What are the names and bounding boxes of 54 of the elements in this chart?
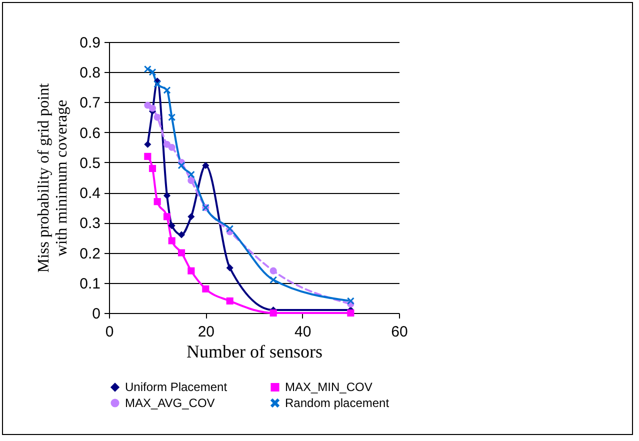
- y-tick-label: 0.5: [80, 154, 100, 172]
- y-tick-label: 0.4: [80, 185, 100, 202]
- point: [148, 164, 156, 172]
- y-tick-label: 0.6: [80, 124, 100, 142]
- y-tick-label: 0.7: [80, 94, 100, 112]
- point: [168, 237, 176, 244]
- point: [148, 68, 156, 76]
- point: [188, 267, 195, 274]
- point: [163, 213, 171, 220]
- legend-label: Uniform Placement: [125, 380, 228, 394]
- y-tick-label: 0: [92, 306, 100, 322]
- point: [168, 114, 176, 121]
- y-tick-label: 0.2: [80, 245, 100, 262]
- point: [226, 264, 234, 272]
- point: [144, 152, 152, 160]
- point: [168, 222, 176, 230]
- point: [163, 140, 171, 148]
- point: [144, 66, 152, 73]
- point: [270, 267, 277, 274]
- legend-label: Random placement: [285, 396, 390, 410]
- x-tick-label: 40: [294, 324, 312, 340]
- y-tick-label: 0.3: [80, 215, 100, 232]
- x-tick-label: 60: [391, 324, 408, 340]
- point: [154, 198, 161, 206]
- point: [154, 80, 161, 88]
- x-tick-label: 20: [198, 324, 215, 340]
- point: [168, 144, 176, 151]
- point: [270, 276, 277, 284]
- legend-label: MAX_AVG_COV: [125, 396, 215, 410]
- point: [226, 225, 234, 232]
- y-tick-label: 0.8: [80, 64, 100, 82]
- point: [202, 162, 210, 169]
- x-axis-title: Number of sensors: [186, 342, 322, 362]
- legend-label: MAX_MIN_COV: [285, 380, 372, 394]
- point: [202, 285, 210, 292]
- point: [163, 86, 171, 94]
- x-tick-label: 0: [105, 324, 114, 340]
- point: [188, 213, 195, 220]
- point: [270, 309, 277, 317]
- point: [178, 162, 186, 169]
- point: [347, 309, 354, 317]
- point: [178, 249, 186, 256]
- y-axis-title: Miss probability of grid point with minimum coverage: [36, 82, 71, 273]
- point: [188, 176, 195, 184]
- point: [154, 114, 161, 121]
- point: [148, 104, 156, 112]
- point: [178, 231, 186, 238]
- point: [188, 170, 195, 178]
- point: [163, 192, 171, 200]
- point: [144, 140, 152, 148]
- point: [226, 297, 234, 304]
- y-tick-label: 0.9: [80, 34, 100, 52]
- point: [347, 297, 354, 304]
- y-tick-label: 0.1: [80, 275, 100, 292]
